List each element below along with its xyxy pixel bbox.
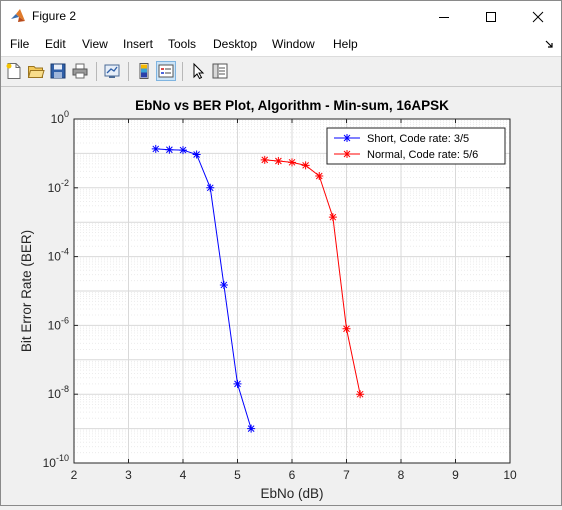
menu-tools[interactable]: Tools <box>168 37 197 51</box>
dock-arrow-icon[interactable] <box>545 40 553 48</box>
legend-label: Normal, Code rate: 5/6 <box>367 149 478 161</box>
insert-colorbar-icon[interactable] <box>135 62 153 80</box>
open-file-icon[interactable] <box>27 62 45 80</box>
data-point-marker <box>343 150 351 158</box>
y-tick-label: 10-8 <box>48 384 69 401</box>
close-button[interactable] <box>515 1 561 32</box>
x-tick-label: 9 <box>452 468 459 482</box>
data-point-marker <box>247 424 256 433</box>
x-tick-label: 10 <box>503 468 517 482</box>
axis-ticks: 2 3 4 5 6 7 8 9 10 10-10 10-8 10-6 10-4 10-2 100 <box>43 109 517 482</box>
x-tick-label: 6 <box>289 468 296 482</box>
data-point-marker <box>151 144 160 153</box>
menu-help[interactable]: Help <box>333 37 358 51</box>
legend-box <box>326 127 506 165</box>
legend[interactable]: Short, Code rate: 3/5 Normal, Code rate: … <box>326 127 506 165</box>
window-title: Figure 2 <box>32 9 77 23</box>
x-tick-label: 2 <box>71 468 78 482</box>
menu-insert[interactable]: Insert <box>123 37 154 51</box>
x-tick-label: 5 <box>234 468 241 482</box>
link-plot-icon[interactable] <box>103 62 121 80</box>
toolbar-separator <box>182 62 183 81</box>
x-tick-label: 3 <box>125 468 132 482</box>
data-point-marker <box>342 324 351 333</box>
menu-bar: File Edit View Insert Tools Desktop Wind… <box>1 32 561 56</box>
y-axis-label: Bit Error Rate (BER) <box>19 230 34 352</box>
data-point-marker <box>356 390 365 399</box>
series-2 <box>260 155 365 399</box>
grid <box>74 119 510 463</box>
data-point-marker <box>274 157 283 166</box>
insert-legend-icon[interactable] <box>156 61 176 81</box>
data-point-marker <box>206 183 215 192</box>
plot-lines <box>151 144 365 433</box>
maximize-icon <box>486 11 496 22</box>
menu-window[interactable]: Window <box>272 37 315 51</box>
x-axis-label: EbNo (dB) <box>260 486 323 501</box>
property-inspector-icon[interactable] <box>211 62 229 80</box>
ber-plot: 2 3 4 5 6 7 8 9 10 10-10 10-8 10-6 10-4 10-2 100 Short… <box>19 98 517 501</box>
chart-title: EbNo vs BER Plot, Algorithm - Min-sum, 1… <box>135 98 449 113</box>
y-tick-label: 10-4 <box>48 247 69 264</box>
title-bar[interactable]: Figure 2 <box>1 1 561 32</box>
y-tick-label: 10-10 <box>43 453 69 470</box>
close-icon <box>532 11 544 22</box>
print-icon[interactable] <box>71 62 89 80</box>
new-figure-icon[interactable] <box>5 62 23 80</box>
data-point-marker <box>179 146 187 155</box>
toolbar <box>1 56 561 87</box>
legend-label: Short, Code rate: 3/5 <box>367 133 469 145</box>
series-1 <box>151 144 256 433</box>
data-point-marker <box>233 379 242 388</box>
menu-desktop[interactable]: Desktop <box>213 37 258 51</box>
edit-plot-icon[interactable] <box>189 62 207 80</box>
data-point-marker <box>343 134 351 142</box>
toolbar-separator <box>128 62 129 81</box>
data-point-marker <box>315 172 324 181</box>
menu-file[interactable]: File <box>10 37 30 51</box>
save-icon[interactable] <box>49 62 67 80</box>
matlab-figure-icon <box>11 9 25 22</box>
y-tick-label: 10-2 <box>48 178 69 195</box>
x-tick-label: 7 <box>343 468 350 482</box>
menu-view[interactable]: View <box>82 37 108 51</box>
maximize-button[interactable] <box>468 1 514 32</box>
data-point-marker <box>219 280 228 289</box>
data-point-marker <box>260 155 269 164</box>
data-point-marker <box>288 158 296 167</box>
x-tick-label: 8 <box>398 468 405 482</box>
x-tick-label: 4 <box>180 468 187 482</box>
y-tick-label: 10-6 <box>48 315 69 332</box>
data-point-marker <box>165 145 174 154</box>
y-tick-label: 100 <box>51 109 69 126</box>
data-point-marker <box>328 213 337 222</box>
toolbar-separator <box>96 62 97 81</box>
figure-canvas: 2 3 4 5 6 7 8 9 10 10-10 10-8 10-6 10-4 10-2 100 Short… <box>1 87 561 505</box>
minimize-button[interactable] <box>421 1 467 32</box>
data-point-marker <box>301 161 310 170</box>
minimize-icon <box>439 16 449 18</box>
menu-edit[interactable]: Edit <box>45 37 66 51</box>
data-point-marker <box>192 150 201 159</box>
